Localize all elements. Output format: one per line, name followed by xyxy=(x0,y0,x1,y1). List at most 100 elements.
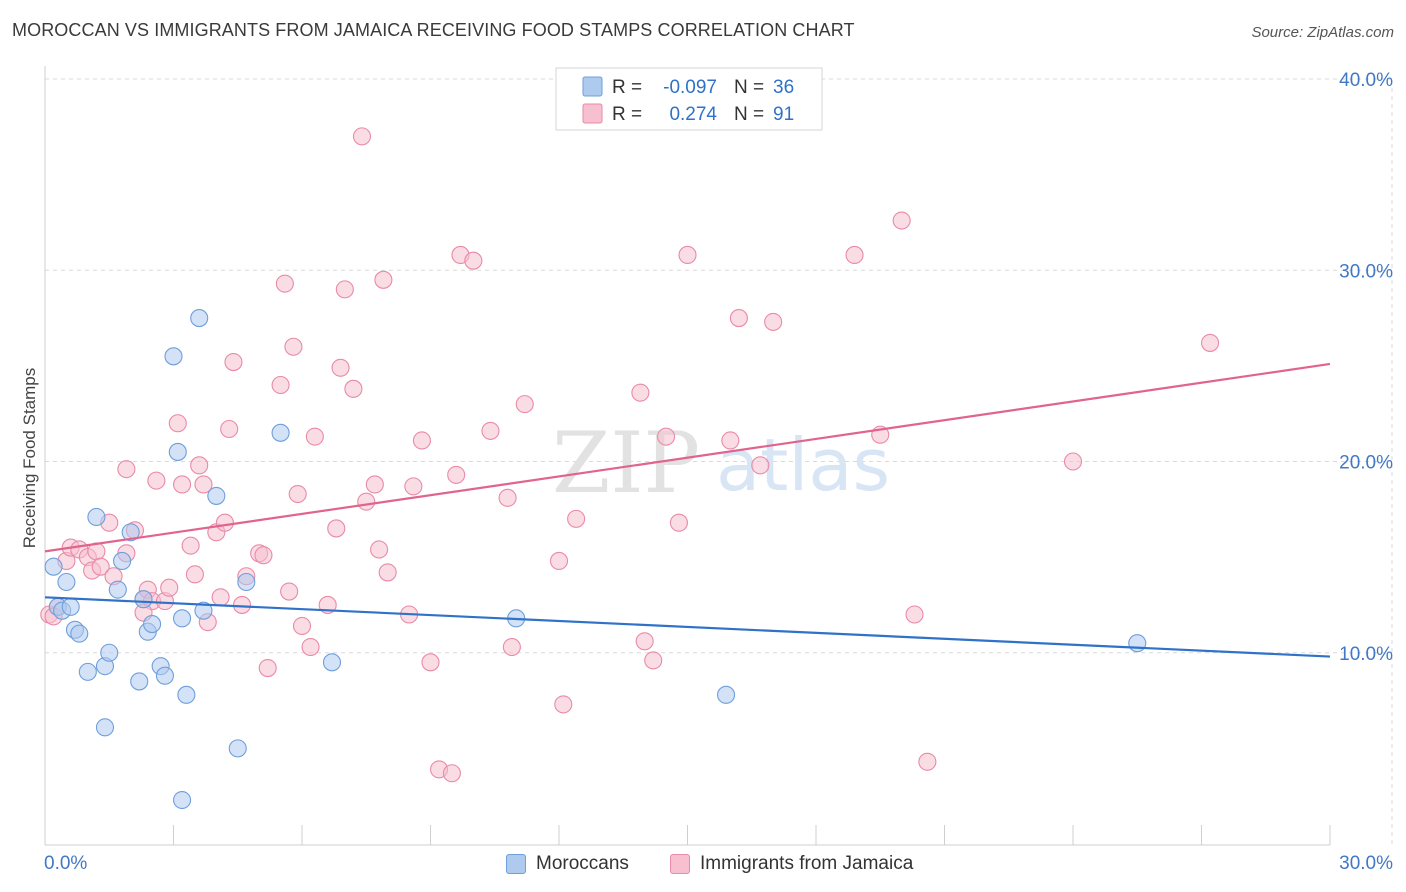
legend-label-moroccans: Moroccans xyxy=(536,853,629,874)
moroccan-point xyxy=(100,643,119,662)
jamaica-point xyxy=(905,605,924,624)
jamaica-point xyxy=(845,245,864,264)
y-tick-label: 30.0% xyxy=(1339,261,1393,282)
jamaica-point xyxy=(190,456,209,475)
data-points xyxy=(40,127,1220,810)
jamaica-point xyxy=(447,465,466,484)
jamaica-point xyxy=(232,595,252,614)
jamaica-point xyxy=(515,395,534,414)
watermark-atlas: atlas xyxy=(716,423,890,507)
watermark-zip: ZIP xyxy=(552,414,700,512)
jamaica-point xyxy=(567,509,586,528)
jamaica-point xyxy=(271,375,290,395)
jamaica-point xyxy=(421,653,440,672)
legend-item-jamaica: Immigrants from Jamaica xyxy=(670,851,913,877)
jamaica-point xyxy=(502,637,521,657)
stats-r-label-2: R = xyxy=(612,104,642,125)
jamaica-point xyxy=(280,582,299,601)
jamaica-point xyxy=(147,471,166,490)
stats-legend: R = -0.097 N = 36 R = 0.274 N = 91 xyxy=(555,67,823,131)
jamaica-point xyxy=(751,456,770,475)
jamaica-point xyxy=(211,588,230,607)
stats-n-label-2: N = xyxy=(734,104,764,125)
moroccan-point xyxy=(716,685,736,704)
jamaica-point xyxy=(357,492,376,511)
stats-swatch-jamaica xyxy=(582,103,603,124)
jamaica-point xyxy=(378,563,397,582)
jamaica-point xyxy=(918,752,937,771)
jamaica-point xyxy=(284,337,303,356)
jamaica-point xyxy=(669,513,688,532)
jamaica-point xyxy=(215,513,234,532)
jamaica-point xyxy=(181,536,200,555)
y-tick-label: 10.0% xyxy=(1339,644,1393,665)
moroccan-point xyxy=(207,486,226,505)
jamaica-point xyxy=(327,519,346,538)
moroccan-point xyxy=(194,601,213,620)
chart-source: Source: ZipAtlas.com xyxy=(1251,24,1394,41)
jamaica-point xyxy=(678,245,697,264)
moroccan-point xyxy=(190,309,209,328)
stats-r-value-1: -0.097 xyxy=(663,77,717,98)
moroccan-point xyxy=(228,739,247,758)
moroccan-point xyxy=(121,523,140,542)
moroccan-point xyxy=(108,580,127,599)
jamaica-point xyxy=(224,352,243,372)
axes xyxy=(44,66,1331,846)
watermark: ZIP atlas xyxy=(552,414,890,512)
moroccan-trend-line xyxy=(44,596,1331,658)
jamaica-point xyxy=(442,764,461,783)
moroccan-point xyxy=(57,572,76,592)
moroccan-point xyxy=(168,442,187,461)
stats-r-value-2: 0.274 xyxy=(669,104,717,125)
jamaica-point xyxy=(301,637,320,657)
moroccan-point xyxy=(155,666,174,685)
legend-label-jamaica: Immigrants from Jamaica xyxy=(700,853,914,874)
jamaica-point xyxy=(374,270,393,289)
moroccan-point xyxy=(130,672,149,691)
moroccan-point xyxy=(61,597,80,616)
legend-swatch-jamaica xyxy=(670,854,690,874)
jamaica-point xyxy=(498,488,517,507)
moroccan-point xyxy=(87,507,106,527)
stats-n-value-2: 91 xyxy=(773,104,794,125)
jamaica-point xyxy=(635,632,654,651)
jamaica-point xyxy=(275,274,294,293)
jamaica-point xyxy=(194,475,213,494)
jamaica-point xyxy=(305,427,324,446)
jamaica-point xyxy=(160,578,179,597)
jamaica-point xyxy=(185,565,204,584)
jamaica-point xyxy=(1201,333,1220,352)
moroccan-point xyxy=(237,572,256,592)
stats-n-label-1: N = xyxy=(734,77,764,98)
moroccan-point xyxy=(143,615,162,634)
moroccan-point xyxy=(78,662,97,681)
jamaica-point xyxy=(288,484,307,504)
moroccan-point xyxy=(134,590,153,609)
jamaica-point xyxy=(220,419,239,439)
jamaica-point xyxy=(481,421,500,440)
x-tick-label: 30.0% xyxy=(1339,853,1393,874)
legend-swatch-moroccans xyxy=(506,854,526,874)
jamaica-point xyxy=(631,383,650,402)
jamaica-trend-line xyxy=(44,362,1331,553)
jamaica-point xyxy=(365,475,384,494)
jamaica-point xyxy=(168,414,187,433)
jamaica-point xyxy=(657,427,676,446)
moroccan-point xyxy=(173,609,192,628)
jamaica-point xyxy=(464,251,483,270)
stats-n-value-1: 36 xyxy=(773,77,794,98)
jamaica-point xyxy=(117,460,136,479)
chart-title: MOROCCAN VS IMMIGRANTS FROM JAMAICA RECE… xyxy=(12,20,855,40)
tick-labels: 10.0% 20.0% 30.0% 40.0% 0.0% 30.0% xyxy=(44,70,1393,874)
jamaica-point xyxy=(729,309,748,328)
jamaica-point xyxy=(412,431,431,450)
jamaica-point xyxy=(331,358,350,377)
moroccan-point xyxy=(70,624,89,643)
jamaica-point xyxy=(370,540,389,559)
trend-lines xyxy=(44,362,1331,658)
jamaica-point xyxy=(173,475,192,494)
jamaica-point xyxy=(352,127,372,146)
moroccan-point xyxy=(271,423,290,442)
